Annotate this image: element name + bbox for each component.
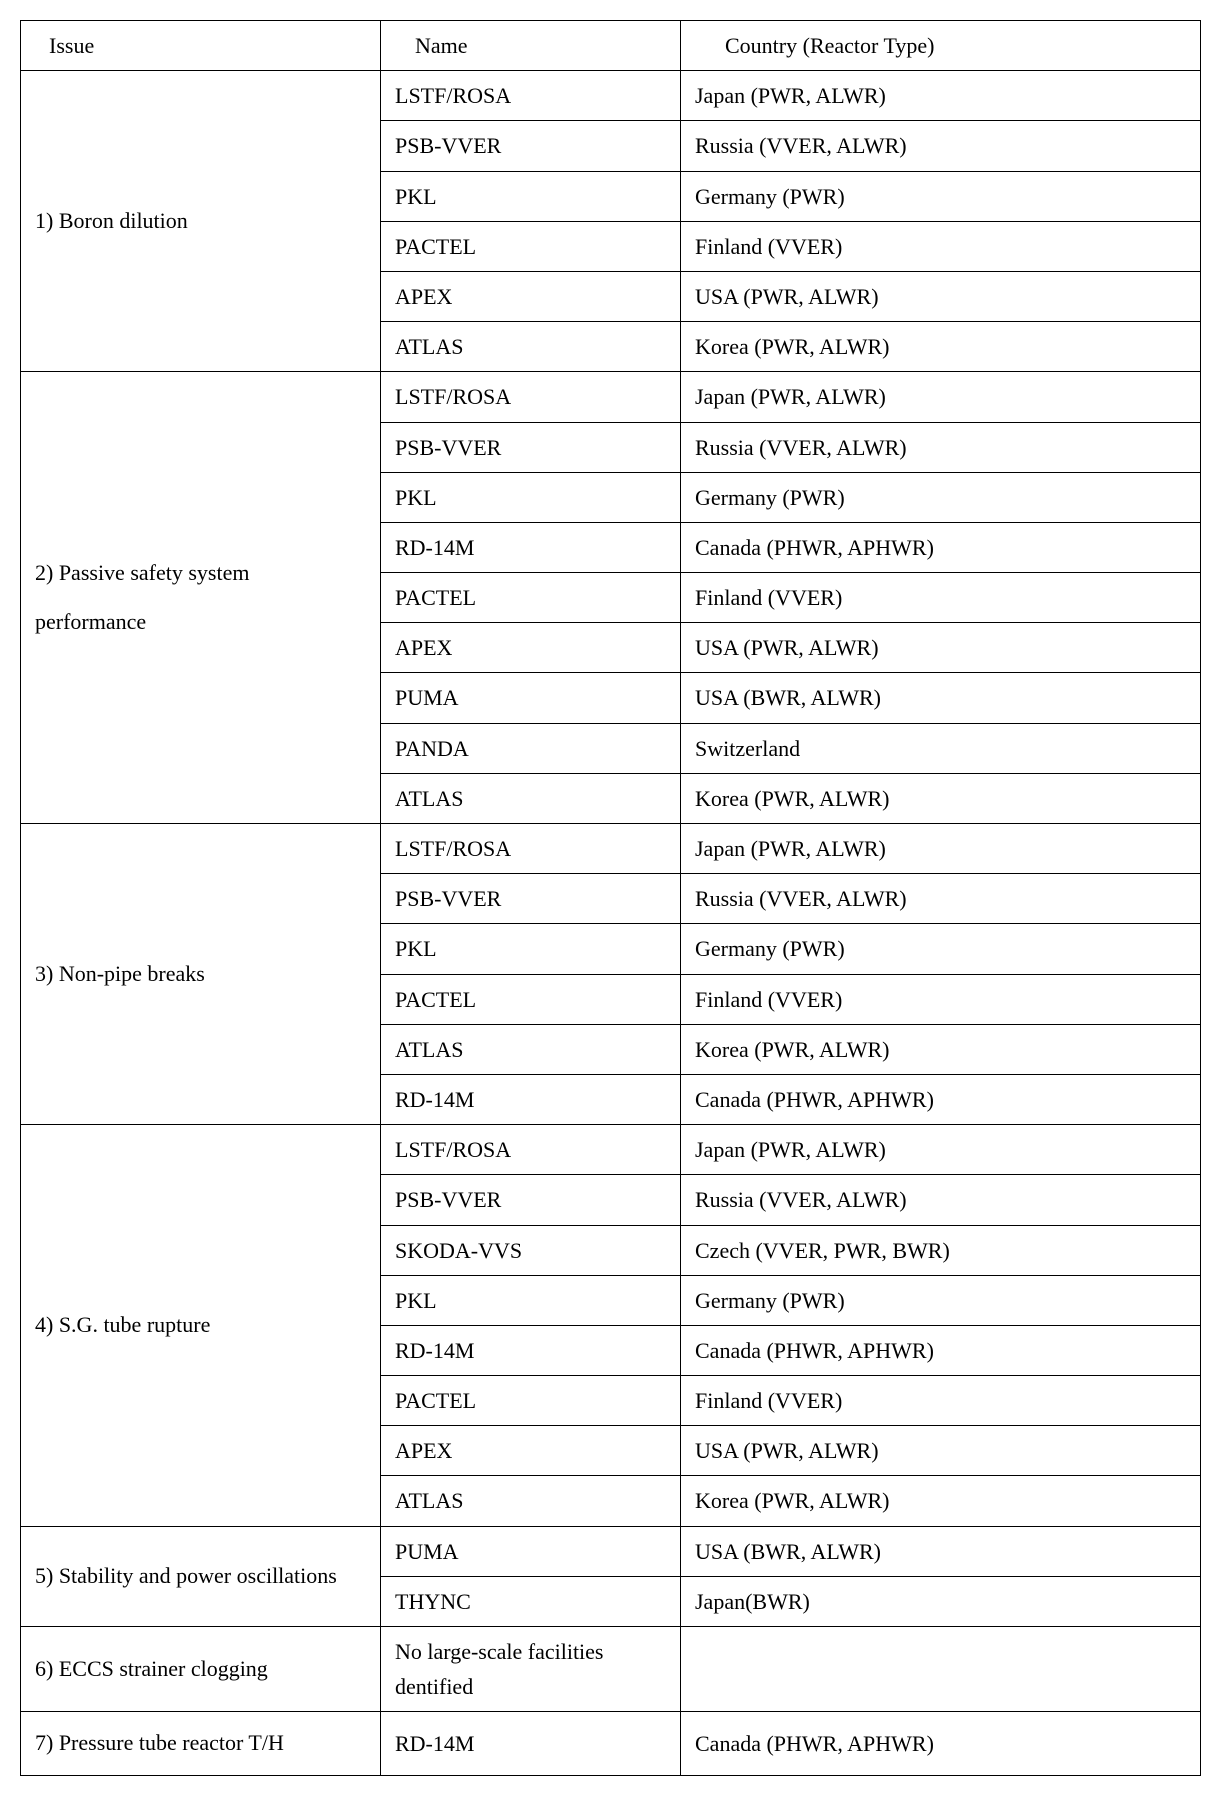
header-name: Name [381,21,681,71]
country-cell: Finland (VVER) [681,974,1201,1024]
country-cell: Japan(BWR) [681,1576,1201,1626]
country-cell: Germany (PWR) [681,472,1201,522]
country-cell: Korea (PWR, ALWR) [681,773,1201,823]
country-cell: Russia (VVER, ALWR) [681,121,1201,171]
name-cell: PSB-VVER [381,874,681,924]
name-cell: LSTF/ROSA [381,71,681,121]
name-cell: PUMA [381,673,681,723]
name-cell: ATLAS [381,1024,681,1074]
issue-cell: 7) Pressure tube reactor T/H [21,1712,381,1775]
name-cell: RD-14M [381,522,681,572]
name-cell: ATLAS [381,1476,681,1526]
country-cell: USA (PWR, ALWR) [681,1426,1201,1476]
name-cell: No large-scale facilities dentified [381,1627,681,1712]
name-cell: PACTEL [381,974,681,1024]
name-cell: ATLAS [381,773,681,823]
country-cell: Czech (VVER, PWR, BWR) [681,1225,1201,1275]
name-cell: SKODA-VVS [381,1225,681,1275]
name-cell: APEX [381,1426,681,1476]
country-cell: Switzerland [681,723,1201,773]
table-row: 7) Pressure tube reactor T/HRD-14MCanada… [21,1712,1201,1775]
name-cell: LSTF/ROSA [381,824,681,874]
name-cell: PACTEL [381,1376,681,1426]
country-cell: Japan (PWR, ALWR) [681,1125,1201,1175]
country-cell: Germany (PWR) [681,924,1201,974]
name-cell: PACTEL [381,573,681,623]
country-cell: Japan (PWR, ALWR) [681,372,1201,422]
country-cell: Finland (VVER) [681,1376,1201,1426]
name-cell: PSB-VVER [381,1175,681,1225]
name-cell: PANDA [381,723,681,773]
name-cell: LSTF/ROSA [381,1125,681,1175]
country-cell: Russia (VVER, ALWR) [681,422,1201,472]
name-cell: LSTF/ROSA [381,372,681,422]
country-cell: Japan (PWR, ALWR) [681,71,1201,121]
country-cell: USA (BWR, ALWR) [681,673,1201,723]
country-cell: Germany (PWR) [681,171,1201,221]
country-cell: Canada (PHWR, APHWR) [681,1074,1201,1124]
country-cell: Canada (PHWR, APHWR) [681,522,1201,572]
country-cell: Korea (PWR, ALWR) [681,322,1201,372]
country-cell: Canada (PHWR, APHWR) [681,1325,1201,1375]
header-issue: Issue [21,21,381,71]
issue-cell: 1) Boron dilution [21,71,381,372]
table-header-row: Issue Name Country (Reactor Type) [21,21,1201,71]
table-row: 6) ECCS strainer cloggingNo large-scale … [21,1627,1201,1712]
header-country: Country (Reactor Type) [681,21,1201,71]
table-row: 2) Passive safety system performanceLSTF… [21,372,1201,422]
name-cell: RD-14M [381,1712,681,1775]
name-cell: THYNC [381,1576,681,1626]
country-cell [681,1627,1201,1712]
issue-cell: 2) Passive safety system performance [21,372,381,824]
country-cell: Russia (VVER, ALWR) [681,874,1201,924]
issue-cell: 6) ECCS strainer clogging [21,1627,381,1712]
name-cell: PSB-VVER [381,121,681,171]
table-body: 1) Boron dilutionLSTF/ROSAJapan (PWR, AL… [21,71,1201,1776]
name-cell: RD-14M [381,1074,681,1124]
country-cell: Japan (PWR, ALWR) [681,824,1201,874]
country-cell: Korea (PWR, ALWR) [681,1024,1201,1074]
country-cell: Finland (VVER) [681,573,1201,623]
country-cell: Germany (PWR) [681,1275,1201,1325]
name-cell: RD-14M [381,1325,681,1375]
name-cell: PSB-VVER [381,422,681,472]
reactor-facilities-table: Issue Name Country (Reactor Type) 1) Bor… [20,20,1201,1776]
name-cell: APEX [381,271,681,321]
name-cell: ATLAS [381,322,681,372]
issue-cell: 5) Stability and power oscillations [21,1526,381,1626]
issue-cell: 3) Non-pipe breaks [21,824,381,1125]
country-cell: USA (PWR, ALWR) [681,271,1201,321]
country-cell: Finland (VVER) [681,221,1201,271]
name-cell: PKL [381,171,681,221]
name-cell: APEX [381,623,681,673]
name-cell: PKL [381,472,681,522]
table-row: 4) S.G. tube ruptureLSTF/ROSAJapan (PWR,… [21,1125,1201,1175]
name-cell: PKL [381,924,681,974]
country-cell: Russia (VVER, ALWR) [681,1175,1201,1225]
table-row: 3) Non-pipe breaksLSTF/ROSAJapan (PWR, A… [21,824,1201,874]
table-row: 1) Boron dilutionLSTF/ROSAJapan (PWR, AL… [21,71,1201,121]
name-cell: PACTEL [381,221,681,271]
country-cell: Korea (PWR, ALWR) [681,1476,1201,1526]
name-cell: PUMA [381,1526,681,1576]
table-row: 5) Stability and power oscillationsPUMAU… [21,1526,1201,1576]
issue-cell: 4) S.G. tube rupture [21,1125,381,1527]
name-cell: PKL [381,1275,681,1325]
country-cell: USA (PWR, ALWR) [681,623,1201,673]
country-cell: Canada (PHWR, APHWR) [681,1712,1201,1775]
country-cell: USA (BWR, ALWR) [681,1526,1201,1576]
